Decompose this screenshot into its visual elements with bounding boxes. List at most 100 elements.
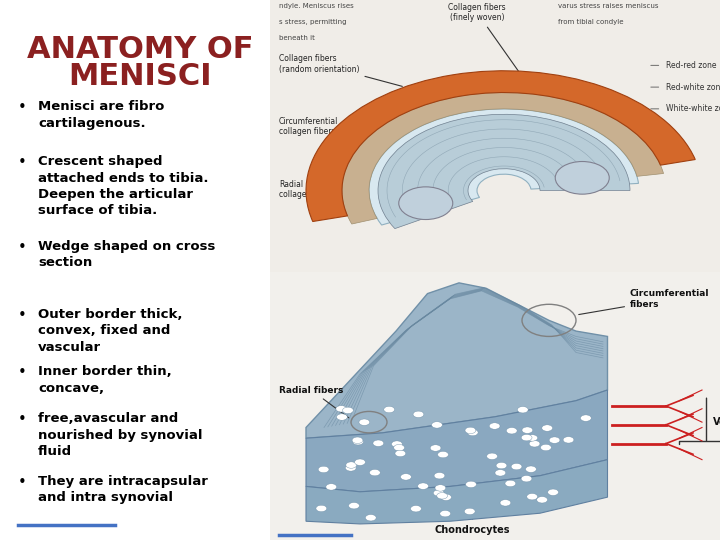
Text: •: •: [18, 308, 27, 323]
Circle shape: [521, 434, 532, 441]
Text: free,avascular and
nourished by synovial
fluid: free,avascular and nourished by synovial…: [38, 412, 202, 458]
PathPatch shape: [306, 283, 608, 438]
Circle shape: [431, 422, 442, 428]
Text: Menisci are fibro
cartilagenous.: Menisci are fibro cartilagenous.: [38, 100, 164, 130]
Circle shape: [529, 441, 540, 447]
Text: They are intracapsular
and intra synovial: They are intracapsular and intra synovia…: [38, 475, 208, 504]
Circle shape: [487, 453, 498, 460]
Circle shape: [373, 440, 384, 447]
Circle shape: [354, 459, 365, 465]
Circle shape: [496, 462, 507, 469]
Text: •: •: [18, 240, 27, 255]
Text: varus stress raises meniscus: varus stress raises meniscus: [558, 3, 659, 9]
Wedge shape: [369, 109, 639, 225]
Circle shape: [464, 508, 475, 515]
Circle shape: [548, 489, 559, 496]
Wedge shape: [378, 114, 630, 228]
Text: from tibial condyle: from tibial condyle: [558, 19, 624, 25]
Text: •: •: [18, 475, 27, 490]
Circle shape: [522, 427, 533, 434]
Circle shape: [413, 411, 424, 417]
Circle shape: [352, 437, 363, 443]
Text: Circumferential
fibers: Circumferential fibers: [579, 289, 709, 314]
Circle shape: [365, 515, 376, 521]
Text: Collagen fibers
(random orientation): Collagen fibers (random orientation): [279, 55, 402, 86]
Text: ANATOMY OF: ANATOMY OF: [27, 35, 253, 64]
Text: Red-white zone: Red-white zone: [666, 83, 720, 92]
Text: •: •: [18, 155, 27, 170]
Circle shape: [394, 444, 405, 451]
Text: Red-red zone: Red-red zone: [666, 61, 716, 70]
Circle shape: [526, 466, 536, 472]
Circle shape: [400, 474, 411, 480]
Text: Chondrocytes: Chondrocytes: [435, 511, 510, 535]
Circle shape: [336, 414, 347, 420]
PathPatch shape: [306, 460, 608, 524]
Wedge shape: [306, 71, 696, 221]
Wedge shape: [342, 92, 664, 224]
Text: Collagen fibers
(finely woven): Collagen fibers (finely woven): [448, 3, 521, 74]
Circle shape: [399, 187, 453, 220]
Text: s stress, permitting: s stress, permitting: [279, 19, 346, 25]
PathPatch shape: [306, 390, 608, 492]
Circle shape: [511, 463, 522, 470]
Circle shape: [316, 505, 327, 512]
Text: Crescent shaped
attached ends to tibia.
Deepen the articular
surface of tibia.: Crescent shaped attached ends to tibia. …: [38, 155, 209, 218]
Circle shape: [435, 485, 446, 491]
Circle shape: [437, 492, 448, 499]
Circle shape: [359, 419, 369, 426]
Circle shape: [418, 483, 428, 489]
Circle shape: [505, 480, 516, 487]
Text: White-white zone: White-white zone: [666, 104, 720, 113]
Circle shape: [384, 406, 395, 413]
Circle shape: [541, 444, 552, 451]
Text: beneath it: beneath it: [279, 36, 315, 42]
Circle shape: [434, 472, 445, 479]
Circle shape: [430, 445, 441, 451]
Circle shape: [518, 407, 528, 413]
Text: •: •: [18, 365, 27, 380]
Circle shape: [410, 505, 421, 512]
Circle shape: [369, 469, 380, 476]
Text: Vessels: Vessels: [714, 417, 720, 427]
Circle shape: [318, 466, 329, 472]
Circle shape: [563, 437, 574, 443]
Text: Wedge shaped on cross
section: Wedge shaped on cross section: [38, 240, 215, 269]
Circle shape: [536, 497, 547, 503]
Circle shape: [343, 407, 354, 414]
Circle shape: [348, 503, 359, 509]
Text: MENISCI: MENISCI: [68, 62, 212, 91]
Text: Radial
collagen fibers: Radial collagen fibers: [279, 180, 366, 199]
Circle shape: [353, 438, 364, 445]
Circle shape: [495, 470, 505, 476]
Text: Inner border thin,
concave,: Inner border thin, concave,: [38, 365, 172, 395]
Circle shape: [549, 437, 560, 443]
Circle shape: [555, 161, 609, 194]
Circle shape: [465, 427, 476, 434]
Circle shape: [336, 406, 346, 412]
Text: •: •: [18, 412, 27, 427]
Circle shape: [395, 450, 406, 457]
Circle shape: [500, 500, 510, 506]
Text: Outer border thick,
convex, fixed and
vascular: Outer border thick, convex, fixed and va…: [38, 308, 182, 354]
Text: •: •: [18, 100, 27, 115]
Circle shape: [440, 510, 451, 517]
Circle shape: [433, 490, 444, 496]
Circle shape: [326, 484, 337, 490]
Circle shape: [441, 494, 451, 501]
Circle shape: [489, 423, 500, 429]
Text: ndyle. Meniscus rises: ndyle. Meniscus rises: [279, 3, 354, 9]
Circle shape: [527, 494, 538, 500]
Circle shape: [346, 465, 356, 471]
Circle shape: [542, 425, 553, 431]
Circle shape: [506, 428, 517, 434]
Circle shape: [392, 441, 402, 447]
Circle shape: [346, 462, 356, 468]
Circle shape: [580, 415, 591, 421]
Circle shape: [467, 429, 478, 436]
Text: Radial fibers: Radial fibers: [279, 386, 348, 418]
Circle shape: [438, 451, 449, 458]
Circle shape: [527, 435, 538, 441]
Circle shape: [521, 476, 532, 482]
Text: Circumferential
collagen fibers: Circumferential collagen fibers: [279, 117, 357, 143]
